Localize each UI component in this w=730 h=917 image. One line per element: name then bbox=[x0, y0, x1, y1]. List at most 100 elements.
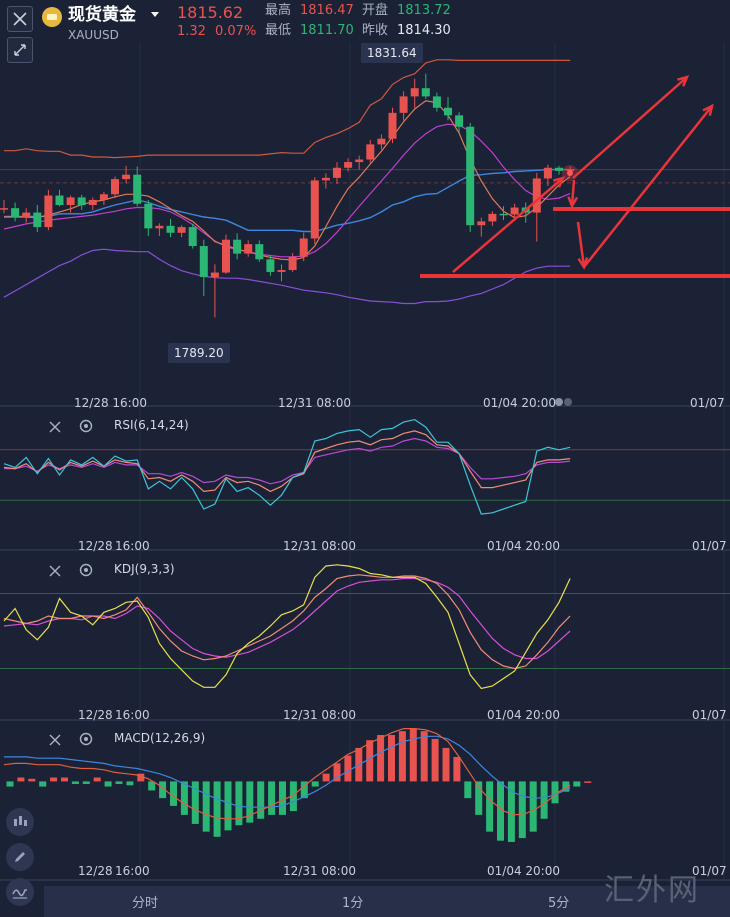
macd-histogram-bar bbox=[300, 781, 308, 799]
pencil-icon[interactable] bbox=[6, 843, 34, 871]
candle-body bbox=[399, 96, 408, 113]
macd-histogram-bar bbox=[268, 781, 276, 815]
rsi24-line bbox=[4, 437, 571, 485]
macd-histogram-bar bbox=[180, 781, 188, 815]
macd-histogram-bar bbox=[431, 738, 439, 782]
macd-histogram-bar bbox=[529, 781, 537, 832]
macd-histogram-bar bbox=[366, 740, 374, 782]
macd-histogram-bar bbox=[420, 731, 428, 782]
close-panel-icon[interactable] bbox=[48, 563, 62, 582]
macd-histogram-bar bbox=[235, 781, 243, 826]
macd-histogram-bar bbox=[257, 781, 265, 819]
candle-body bbox=[432, 96, 441, 108]
candle-body bbox=[11, 208, 20, 217]
symbol-code: XAUUSD bbox=[68, 28, 119, 42]
macd-histogram-bar bbox=[289, 781, 297, 812]
down-arrow bbox=[570, 179, 576, 207]
macd-histogram-bar bbox=[584, 781, 592, 783]
close-panel-icon[interactable] bbox=[48, 732, 62, 751]
settings-gear-icon[interactable] bbox=[78, 418, 94, 438]
candle-body bbox=[510, 207, 519, 215]
close-panel-icon[interactable] bbox=[48, 419, 62, 438]
rsi-title: RSI(6,14,24) bbox=[114, 418, 189, 432]
boll-mid-line bbox=[4, 168, 571, 233]
x-tick-label: 01/04 20:00 bbox=[487, 864, 560, 878]
macd-histogram-bar bbox=[409, 728, 417, 782]
candle-body bbox=[566, 169, 575, 171]
macd-histogram-bar bbox=[61, 777, 68, 782]
macd-histogram-bar bbox=[39, 781, 47, 787]
prev-close-label: 昨收 bbox=[362, 23, 389, 38]
candle-body bbox=[44, 195, 53, 228]
candle-body bbox=[499, 213, 508, 216]
loading-dot-icon bbox=[564, 398, 572, 406]
settings-gear-icon[interactable] bbox=[78, 731, 94, 751]
x-tick-label: 12/28 bbox=[78, 708, 113, 722]
ma-magenta-line bbox=[3, 123, 571, 258]
candle-body bbox=[166, 225, 175, 233]
loading-dot-icon bbox=[555, 398, 563, 406]
open-label: 开盘 bbox=[362, 3, 389, 18]
candle-body bbox=[299, 238, 308, 257]
tab-timeshare[interactable]: 分时 bbox=[132, 896, 159, 911]
x-tick-label: 16:00 bbox=[115, 539, 150, 553]
candle-body bbox=[210, 272, 219, 277]
page-title[interactable]: 现货黄金 bbox=[68, 5, 136, 25]
macd-histogram-bar bbox=[398, 731, 406, 782]
candles-icon[interactable] bbox=[6, 808, 34, 836]
high-value: 1816.47 bbox=[300, 3, 354, 18]
expand-icon[interactable] bbox=[7, 37, 33, 63]
x-tick-label: 12/28 bbox=[78, 864, 113, 878]
settings-gear-icon[interactable] bbox=[78, 562, 94, 582]
candle-body bbox=[410, 88, 419, 97]
wave-icon[interactable] bbox=[6, 878, 34, 906]
macd-histogram-bar bbox=[388, 735, 395, 782]
candle-body bbox=[111, 179, 119, 195]
down-arrow-head bbox=[567, 196, 579, 209]
x-tick-label: 12/28 16:00 bbox=[74, 396, 147, 410]
tab-1min[interactable]: 1分 bbox=[342, 896, 364, 911]
price-marker bbox=[567, 170, 573, 176]
candle-body bbox=[377, 138, 386, 145]
boll-lower-line bbox=[3, 248, 571, 305]
min-price-label: 1789.20 bbox=[168, 343, 230, 363]
macd-histogram-bar bbox=[50, 777, 58, 782]
x-tick-label: 01/07 bbox=[690, 396, 725, 410]
candle-body bbox=[155, 225, 164, 229]
macd-histogram-bar bbox=[507, 781, 515, 842]
candle-body bbox=[366, 144, 375, 160]
tab-5min[interactable]: 5分 bbox=[548, 896, 570, 911]
macd-histogram-bar bbox=[115, 781, 123, 784]
macd-histogram-bar bbox=[333, 763, 341, 782]
trend-arrow bbox=[452, 177, 564, 273]
macd-histogram-bar bbox=[344, 755, 352, 782]
x-tick-label: 01/07 bbox=[692, 708, 727, 722]
close-icon[interactable] bbox=[7, 6, 33, 32]
macd-histogram-bar bbox=[202, 781, 210, 832]
candle-body bbox=[477, 221, 486, 226]
x-tick-label: 16:00 bbox=[115, 708, 150, 722]
macd-histogram-bar bbox=[224, 781, 232, 831]
rsi6-line bbox=[3, 418, 571, 515]
macd-histogram-bar bbox=[82, 781, 90, 784]
rsi14-line bbox=[3, 430, 571, 493]
x-tick-label: 01/07 bbox=[692, 539, 727, 553]
chevron-down-icon[interactable] bbox=[151, 12, 159, 17]
macd-histogram-bar bbox=[213, 781, 221, 837]
macd-histogram-bar bbox=[104, 781, 112, 787]
down-arrow bbox=[576, 221, 586, 268]
candle-body bbox=[99, 194, 108, 200]
last-price: 1815.62 bbox=[177, 3, 244, 22]
candle-body bbox=[455, 115, 464, 127]
candle-body bbox=[222, 239, 230, 273]
candle-body bbox=[288, 256, 297, 271]
ma-orange-line bbox=[4, 100, 571, 261]
prev-close-value: 1814.30 bbox=[397, 23, 451, 38]
macd-histogram-bar bbox=[246, 781, 254, 823]
candle-body bbox=[555, 167, 563, 171]
macd-histogram-bar bbox=[464, 781, 472, 799]
watermark-logo: 汇外网 bbox=[604, 873, 700, 908]
macd-histogram-bar bbox=[148, 781, 156, 791]
macd-histogram-bar bbox=[486, 781, 494, 832]
